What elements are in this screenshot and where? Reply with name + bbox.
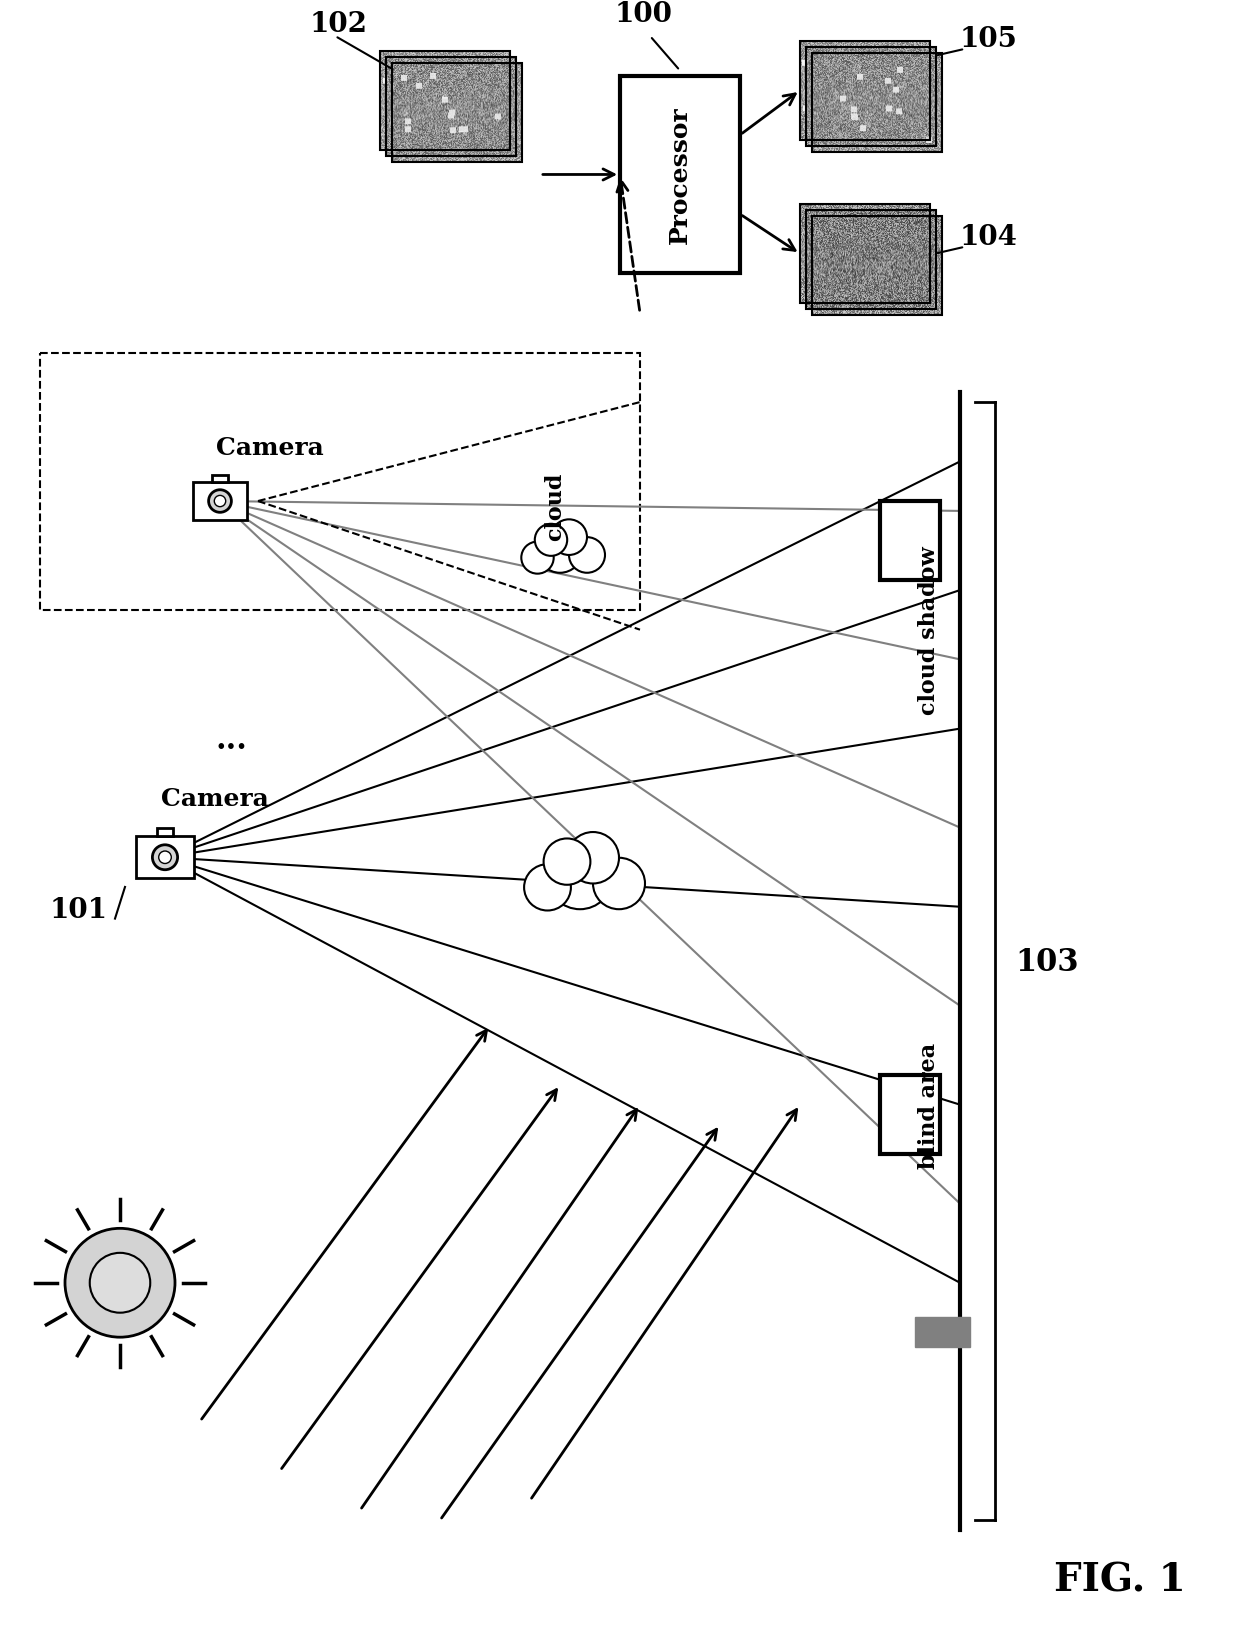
Circle shape: [64, 1229, 175, 1337]
Bar: [135, 838, 195, 879]
Bar: [812, 54, 942, 152]
Circle shape: [567, 833, 619, 883]
Bar: [379, 52, 510, 151]
Text: 103: 103: [1016, 946, 1079, 977]
Bar: [620, 77, 740, 274]
Circle shape: [215, 497, 226, 508]
Circle shape: [543, 839, 590, 885]
Bar: [386, 57, 516, 157]
Text: blind area: blind area: [918, 1042, 940, 1169]
Text: 105: 105: [960, 26, 1018, 52]
Circle shape: [89, 1254, 150, 1313]
Text: Camera: Camera: [216, 436, 324, 459]
Text: ...: ...: [215, 724, 247, 756]
Text: cloud shadow: cloud shadow: [918, 546, 940, 715]
Bar: [156, 829, 174, 838]
Circle shape: [551, 520, 587, 556]
Bar: [806, 48, 936, 148]
Bar: [812, 216, 942, 316]
Circle shape: [153, 846, 177, 870]
Bar: [800, 43, 930, 141]
Bar: [193, 484, 247, 521]
Circle shape: [521, 543, 554, 574]
Bar: [392, 64, 522, 162]
Bar: [212, 475, 228, 484]
Bar: [40, 354, 640, 610]
Bar: [806, 211, 936, 310]
Circle shape: [548, 846, 613, 910]
Circle shape: [593, 859, 645, 910]
Bar: [880, 502, 940, 580]
Text: 102: 102: [310, 11, 368, 38]
Text: 100: 100: [615, 2, 673, 28]
Bar: [915, 1318, 970, 1347]
Text: 104: 104: [960, 223, 1018, 251]
Text: cloud: cloud: [544, 472, 565, 541]
Text: FIG. 1: FIG. 1: [1054, 1560, 1185, 1598]
Circle shape: [569, 538, 605, 574]
Text: Camera: Camera: [161, 787, 269, 810]
Circle shape: [537, 529, 583, 574]
Circle shape: [525, 865, 570, 911]
Text: Processor: Processor: [668, 107, 692, 244]
Bar: [880, 1075, 940, 1154]
Circle shape: [534, 524, 567, 557]
Bar: [800, 205, 930, 303]
Circle shape: [208, 490, 232, 513]
Circle shape: [159, 852, 171, 864]
Text: 101: 101: [50, 897, 108, 923]
